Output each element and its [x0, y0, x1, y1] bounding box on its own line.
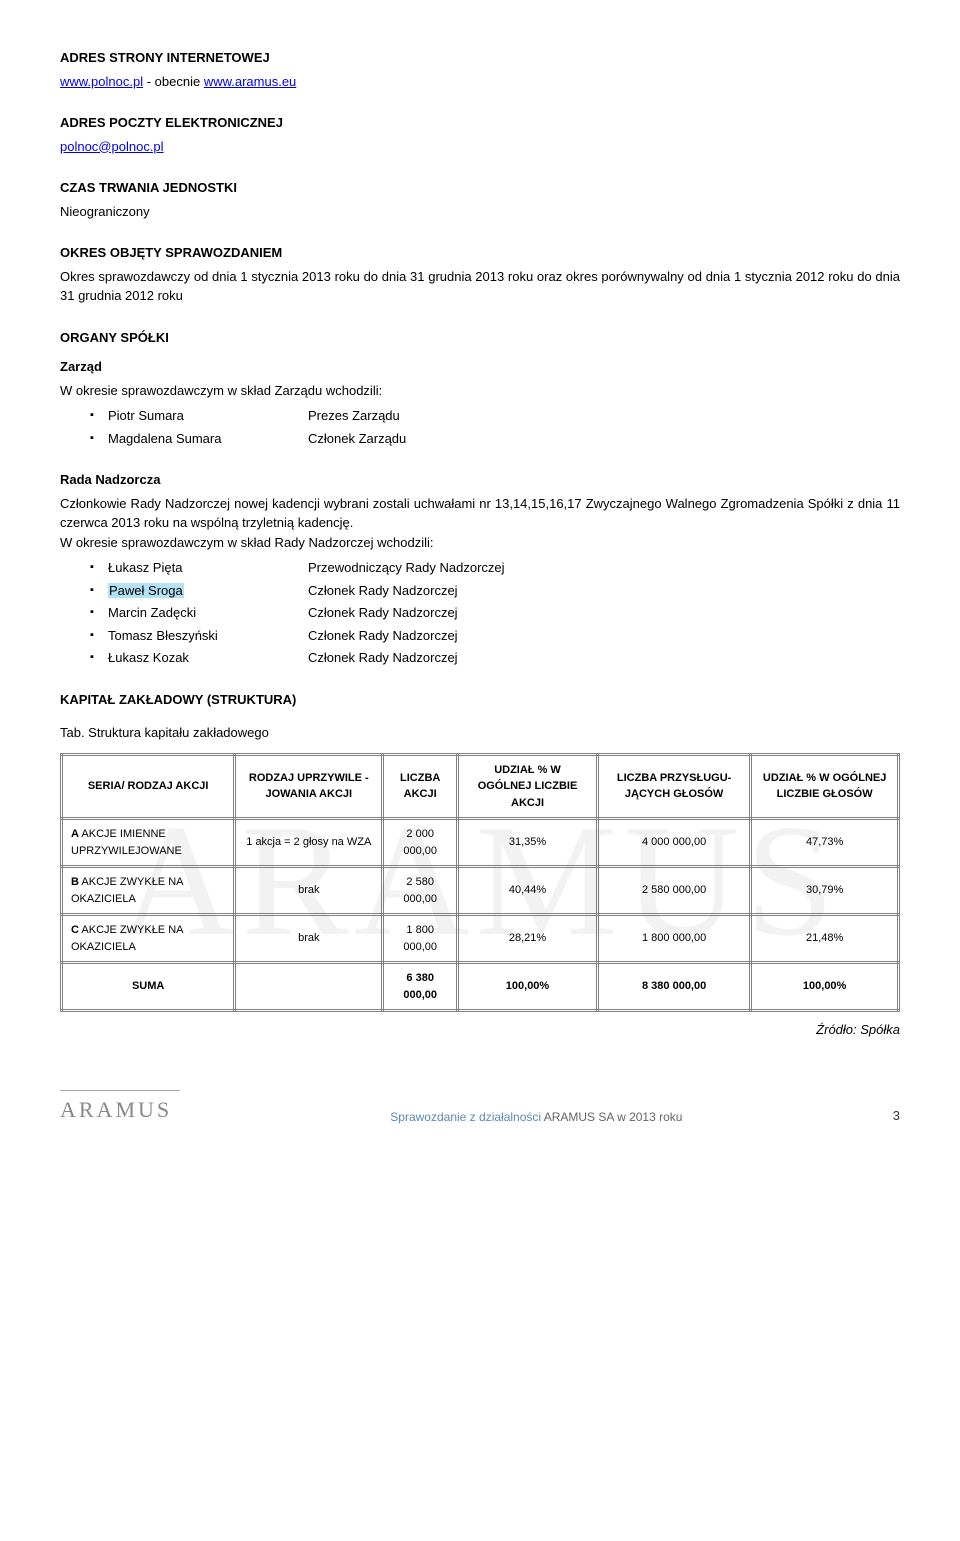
member-name: Tomasz Błeszyński [108, 626, 308, 646]
period-text: Okres sprawozdawczy od dnia 1 stycznia 2… [60, 267, 900, 306]
cell: 6 380 000,00 [383, 963, 458, 1011]
list-item: Piotr SumaraPrezes Zarządu [90, 406, 900, 426]
cell: brak [235, 867, 383, 915]
col-header: UDZIAŁ % W OGÓLNEJ LICZBIE AKCJI [458, 754, 598, 819]
list-item: Łukasz KozakCzłonek Rady Nadzorczej [90, 648, 900, 668]
supervisory-heading: Rada Nadzorcza [60, 470, 900, 490]
cell: 40,44% [458, 867, 598, 915]
col-header: RODZAJ UPRZYWILE - JOWANIA AKCJI [235, 754, 383, 819]
website-mid: - obecnie [143, 74, 204, 89]
cell: 100,00% [751, 963, 899, 1011]
duration-section: CZAS TRWANIA JEDNOSTKI Nieograniczony [60, 178, 900, 221]
cell: 2 580 000,00 [597, 867, 750, 915]
cell-label: A AKCJE IMIENNE UPRZYWILEJOWANE [62, 819, 235, 867]
footer-logo-text: ARAMUS [60, 1093, 180, 1126]
period-section: OKRES OBJĘTY SPRAWOZDANIEM Okres sprawoz… [60, 243, 900, 306]
member-name: Piotr Sumara [108, 406, 308, 426]
member-role: Członek Zarządu [308, 429, 406, 449]
list-item: Tomasz BłeszyńskiCzłonek Rady Nadzorczej [90, 626, 900, 646]
cell: 30,79% [751, 867, 899, 915]
page-number: 3 [893, 1106, 900, 1126]
table-row: C AKCJE ZWYKŁE NA OKAZICIELA brak 1 800 … [62, 915, 899, 963]
supervisory-section: Rada Nadzorcza Członkowie Rady Nadzorcze… [60, 470, 900, 668]
email-section: ADRES POCZTY ELEKTRONICZNEJ polnoc@polno… [60, 113, 900, 156]
member-role: Członek Rady Nadzorczej [308, 648, 458, 668]
member-name: Paweł Sroga [108, 581, 308, 601]
supervisory-text: Członkowie Rady Nadzorczej nowej kadencj… [60, 494, 900, 533]
cell: 1 akcja = 2 głosy na WZA [235, 819, 383, 867]
footer-center: Sprawozdanie z działalności ARAMUS SA w … [390, 1108, 682, 1126]
col-header: SERIA/ RODZAJ AKCJI [62, 754, 235, 819]
member-role: Członek Rady Nadzorczej [308, 581, 458, 601]
cell-label: B AKCJE ZWYKŁE NA OKAZICIELA [62, 867, 235, 915]
cell: 8 380 000,00 [597, 963, 750, 1011]
table-row: A AKCJE IMIENNE UPRZYWILEJOWANE 1 akcja … [62, 819, 899, 867]
cell: 1 800 000,00 [597, 915, 750, 963]
cell: 100,00% [458, 963, 598, 1011]
col-header: LICZBA AKCJI [383, 754, 458, 819]
cell-sum-label: SUMA [62, 963, 235, 1011]
supervisory-intro: W okresie sprawozdawczym w skład Rady Na… [60, 533, 900, 553]
col-header: UDZIAŁ % W OGÓLNEJ LICZBIE GŁOSÓW [751, 754, 899, 819]
table-row: B AKCJE ZWYKŁE NA OKAZICIELA brak 2 580 … [62, 867, 899, 915]
duration-heading: CZAS TRWANIA JEDNOSTKI [60, 178, 900, 198]
table-source: Źródło: Spółka [60, 1020, 900, 1040]
member-role: Członek Rady Nadzorczej [308, 626, 458, 646]
cell [235, 963, 383, 1011]
member-role: Przewodniczący Rady Nadzorczej [308, 558, 505, 578]
list-item: Łukasz PiętaPrzewodniczący Rady Nadzorcz… [90, 558, 900, 578]
organs-heading: ORGANY SPÓŁKI [60, 328, 900, 348]
footer-title-rest: ARAMUS SA w 2013 roku [541, 1110, 682, 1124]
cell: 28,21% [458, 915, 598, 963]
supervisory-members-list: Łukasz PiętaPrzewodniczący Rady Nadzorcz… [90, 558, 900, 668]
website-heading: ADRES STRONY INTERNETOWEJ [60, 48, 900, 68]
cell: 4 000 000,00 [597, 819, 750, 867]
website-old-link[interactable]: www.polnoc.pl [60, 74, 143, 89]
organs-section: ORGANY SPÓŁKI Zarząd W okresie sprawozda… [60, 328, 900, 449]
board-members-list: Piotr SumaraPrezes Zarządu Magdalena Sum… [90, 406, 900, 448]
page-footer: ARAMUS Sprawozdanie z działalności ARAMU… [60, 1090, 900, 1126]
footer-logo-block: ARAMUS [60, 1090, 180, 1126]
email-heading: ADRES POCZTY ELEKTRONICZNEJ [60, 113, 900, 133]
member-name: Magdalena Sumara [108, 429, 308, 449]
email-link[interactable]: polnoc@polnoc.pl [60, 139, 164, 154]
table-sum-row: SUMA 6 380 000,00 100,00% 8 380 000,00 1… [62, 963, 899, 1011]
capital-caption: Tab. Struktura kapitału zakładowego [60, 723, 900, 743]
member-role: Członek Rady Nadzorczej [308, 603, 458, 623]
cell-label: C AKCJE ZWYKŁE NA OKAZICIELA [62, 915, 235, 963]
capital-section: KAPITAŁ ZAKŁADOWY (STRUKTURA) Tab. Struk… [60, 690, 900, 1040]
cell: 1 800 000,00 [383, 915, 458, 963]
table-header-row: SERIA/ RODZAJ AKCJI RODZAJ UPRZYWILE - J… [62, 754, 899, 819]
cell: 2 580 000,00 [383, 867, 458, 915]
website-new-link[interactable]: www.aramus.eu [204, 74, 296, 89]
list-item: Marcin ZadęckiCzłonek Rady Nadzorczej [90, 603, 900, 623]
list-item: Magdalena SumaraCzłonek Zarządu [90, 429, 900, 449]
cell: 2 000 000,00 [383, 819, 458, 867]
capital-heading: KAPITAŁ ZAKŁADOWY (STRUKTURA) [60, 690, 900, 710]
board-intro: W okresie sprawozdawczym w skład Zarządu… [60, 381, 900, 401]
duration-value: Nieograniczony [60, 202, 900, 222]
cell: 21,48% [751, 915, 899, 963]
website-section: ADRES STRONY INTERNETOWEJ www.polnoc.pl … [60, 48, 900, 91]
cell: 47,73% [751, 819, 899, 867]
list-item: Paweł SrogaCzłonek Rady Nadzorczej [90, 581, 900, 601]
capital-table: SERIA/ RODZAJ AKCJI RODZAJ UPRZYWILE - J… [60, 753, 900, 1013]
col-header: LICZBA PRZYSŁUGU-JĄCYCH GŁOSÓW [597, 754, 750, 819]
footer-title-colored: Sprawozdanie z działalności [390, 1110, 541, 1124]
website-line: www.polnoc.pl - obecnie www.aramus.eu [60, 72, 900, 92]
cell: brak [235, 915, 383, 963]
cell: 31,35% [458, 819, 598, 867]
board-heading: Zarząd [60, 357, 900, 377]
member-role: Prezes Zarządu [308, 406, 400, 426]
member-name: Łukasz Pięta [108, 558, 308, 578]
member-name: Marcin Zadęcki [108, 603, 308, 623]
period-heading: OKRES OBJĘTY SPRAWOZDANIEM [60, 243, 900, 263]
member-name: Łukasz Kozak [108, 648, 308, 668]
